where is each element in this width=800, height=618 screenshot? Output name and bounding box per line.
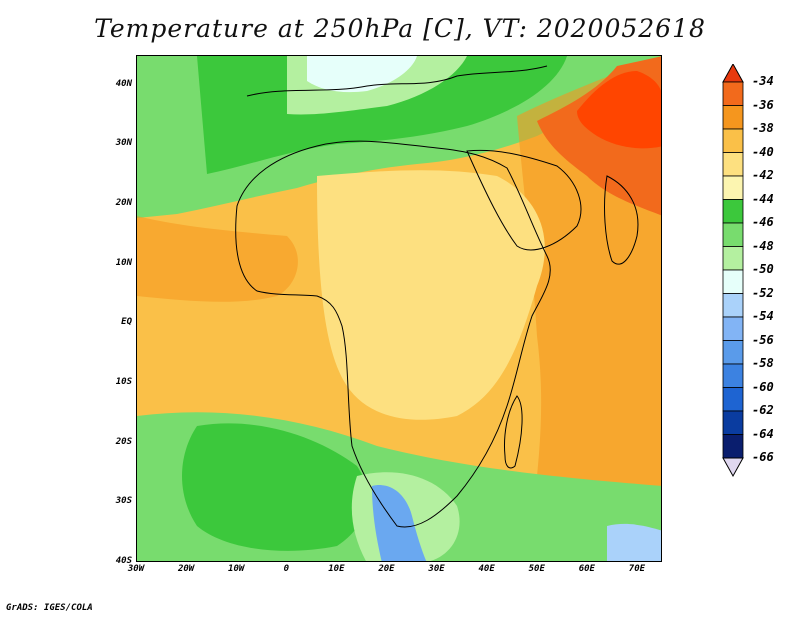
colorbar-bottom-triangle xyxy=(722,457,744,478)
colorbar-swatch xyxy=(722,222,744,247)
colorbar-swatch xyxy=(722,410,744,435)
lon-tick-label: 20E xyxy=(378,564,395,574)
lon-tick-label: 60E xyxy=(578,564,595,574)
africa-outline xyxy=(235,140,551,528)
colorbar-tick-label: -46 xyxy=(752,215,774,229)
lon-tick-label: 0 xyxy=(283,564,289,574)
colorbar-tick-label: -36 xyxy=(752,97,774,112)
mediterranean-cold-core xyxy=(307,56,417,93)
colorbar-swatch xyxy=(722,128,744,153)
colorbar-tick-label: -64 xyxy=(752,426,774,441)
colorbar-swatch xyxy=(722,340,744,365)
colorbar xyxy=(722,64,744,478)
lon-tick-label: 10W xyxy=(228,564,245,574)
colorbar-swatch xyxy=(722,387,744,412)
lon-tick-label: 10E xyxy=(328,564,345,574)
map-title: Temperature at 250hPa [C], VT: 202005261… xyxy=(94,14,706,43)
temperature-map[interactable] xyxy=(136,55,662,562)
colorbar-tick-label: -54 xyxy=(752,309,774,323)
colorbar-swatch xyxy=(722,246,744,271)
lat-tick-label: 10N xyxy=(115,257,132,268)
lon-tick-label: 40E xyxy=(478,564,495,574)
colorbar-swatch xyxy=(722,434,744,459)
lat-tick-label: 40N xyxy=(115,78,132,89)
colorbar-tick-label: -56 xyxy=(752,332,774,347)
colorbar-tick-label: -38 xyxy=(752,121,774,135)
colorbar-swatch xyxy=(722,199,744,224)
lon-tick-label: 70E xyxy=(628,564,646,574)
west-atlantic-warm xyxy=(137,216,298,302)
colorbar-tick-label: -44 xyxy=(752,191,774,206)
lat-tick-label: 20N xyxy=(115,198,132,209)
madagascar-outline xyxy=(504,395,523,469)
europe-coast xyxy=(246,65,548,97)
colorbar-swatch xyxy=(722,363,744,388)
india-outline xyxy=(604,175,639,265)
colorbar-tick-label: -52 xyxy=(752,285,774,300)
south-atlantic-green-core xyxy=(182,423,368,551)
colorbar-tick-label: -34 xyxy=(752,74,774,88)
colorbar-tick-label: -58 xyxy=(752,356,774,370)
hot-core xyxy=(577,71,661,149)
colorbar-swatch xyxy=(722,175,744,200)
colorbar-swatch xyxy=(722,105,744,130)
lon-tick-label: 50E xyxy=(528,564,545,574)
arabia-outline xyxy=(466,149,582,251)
credit-text: GrADS: IGES/COLA xyxy=(6,603,93,613)
colorbar-swatch xyxy=(722,81,744,106)
colorbar-top-triangle xyxy=(722,64,744,83)
colorbar-tick-label: -62 xyxy=(752,403,774,417)
colorbar-tick-label: -50 xyxy=(752,262,774,276)
southeast-cold-patch xyxy=(607,523,661,561)
lat-tick-label: 30S xyxy=(115,496,132,507)
colorbar-tick-label: -40 xyxy=(752,144,774,159)
lat-tick-label: 20S xyxy=(115,436,132,447)
colorbar-tick-label: -48 xyxy=(752,238,774,253)
lon-tick-label: 20W xyxy=(177,564,195,574)
map-canvas xyxy=(137,56,661,561)
colorbar-swatch xyxy=(722,316,744,341)
colorbar-swatch xyxy=(722,269,744,294)
lon-tick-label: 30W xyxy=(127,564,145,574)
lat-tick-label: 30N xyxy=(115,138,132,149)
tropical-pale-zone xyxy=(317,170,545,420)
colorbar-tick-label: -66 xyxy=(752,450,774,464)
lon-tick-label: 30E xyxy=(428,564,445,574)
colorbar-swatch xyxy=(722,152,744,177)
lat-tick-label: EQ xyxy=(121,317,132,328)
colorbar-swatch xyxy=(722,293,744,318)
colorbar-tick-label: -42 xyxy=(752,168,774,182)
lat-tick-label: 40S xyxy=(115,556,132,566)
colorbar-tick-label: -60 xyxy=(752,379,774,394)
south-cold-core xyxy=(372,485,427,561)
lat-tick-label: 10S xyxy=(115,377,132,388)
